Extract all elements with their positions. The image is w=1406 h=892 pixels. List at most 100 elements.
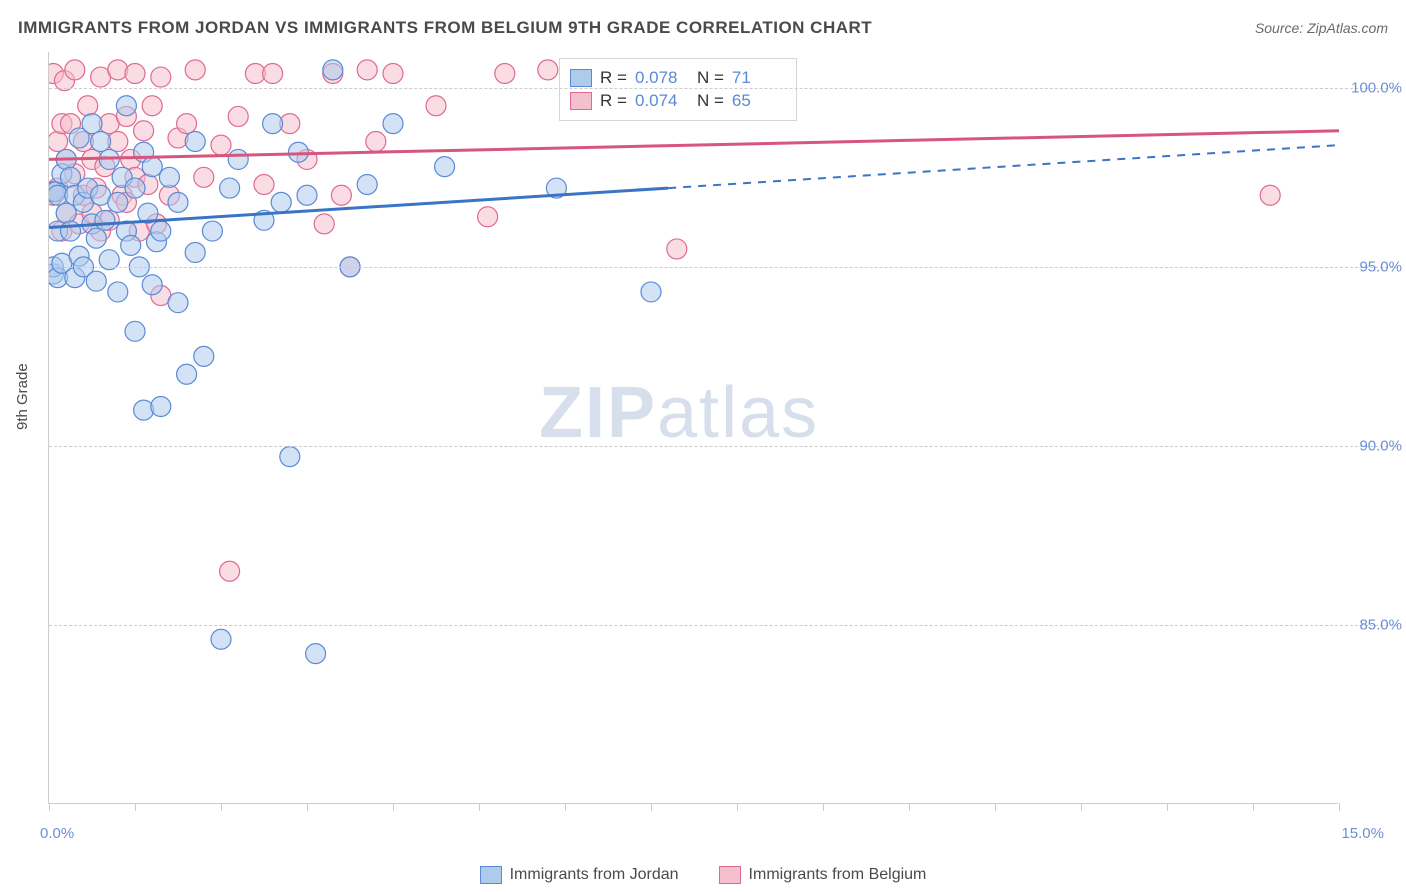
n-value-0: 71 bbox=[732, 68, 786, 88]
data-point bbox=[78, 96, 98, 116]
x-tick bbox=[393, 803, 394, 811]
data-point bbox=[151, 67, 171, 87]
data-point bbox=[116, 96, 136, 116]
legend-label-jordan: Immigrants from Jordan bbox=[510, 866, 679, 884]
data-point bbox=[641, 282, 661, 302]
chart-title: IMMIGRANTS FROM JORDAN VS IMMIGRANTS FRO… bbox=[18, 18, 872, 38]
trend-line-extrapolated bbox=[668, 145, 1339, 188]
data-point bbox=[194, 167, 214, 187]
data-point bbox=[366, 132, 386, 152]
x-tick bbox=[307, 803, 308, 811]
data-point bbox=[314, 214, 334, 234]
n-label: N = bbox=[697, 68, 724, 88]
data-point bbox=[667, 239, 687, 259]
data-point bbox=[478, 207, 498, 227]
data-point bbox=[108, 282, 128, 302]
data-point bbox=[263, 114, 283, 134]
x-tick bbox=[221, 803, 222, 811]
data-point bbox=[254, 174, 274, 194]
data-point bbox=[220, 178, 240, 198]
data-point bbox=[185, 60, 205, 80]
data-point bbox=[159, 167, 179, 187]
x-tick bbox=[1253, 803, 1254, 811]
data-point bbox=[202, 221, 222, 241]
x-tick bbox=[1167, 803, 1168, 811]
data-point bbox=[228, 149, 248, 169]
data-point bbox=[383, 63, 403, 83]
data-point bbox=[125, 63, 145, 83]
data-point bbox=[426, 96, 446, 116]
data-point bbox=[1260, 185, 1280, 205]
n-label: N = bbox=[697, 91, 724, 111]
data-point bbox=[121, 235, 141, 255]
x-tick bbox=[823, 803, 824, 811]
legend-swatch-jordan bbox=[480, 866, 502, 884]
x-end-label: 15.0% bbox=[1341, 825, 1384, 842]
stats-row-0: R = 0.078 N = 71 bbox=[570, 68, 786, 88]
data-point bbox=[177, 364, 197, 384]
data-point bbox=[263, 63, 283, 83]
scatter-plot-svg bbox=[49, 52, 1339, 804]
data-point bbox=[185, 243, 205, 263]
y-axis-title: 9th Grade bbox=[14, 363, 31, 430]
data-point bbox=[297, 185, 317, 205]
grid-line bbox=[49, 267, 1398, 268]
data-point bbox=[125, 321, 145, 341]
chart-area: ZIPatlas R = 0.078 N = 71 R = 0.074 N = … bbox=[48, 52, 1338, 804]
legend-item-jordan: Immigrants from Jordan bbox=[480, 866, 679, 884]
data-point bbox=[61, 221, 81, 241]
data-point bbox=[357, 174, 377, 194]
x-tick bbox=[565, 803, 566, 811]
y-tick-label: 90.0% bbox=[1359, 437, 1402, 454]
data-point bbox=[211, 135, 231, 155]
data-point bbox=[49, 132, 68, 152]
swatch-belgium bbox=[570, 92, 592, 110]
bottom-legend: Immigrants from Jordan Immigrants from B… bbox=[0, 866, 1406, 884]
data-point bbox=[383, 114, 403, 134]
data-point bbox=[86, 271, 106, 291]
data-point bbox=[86, 228, 106, 248]
x-tick bbox=[1081, 803, 1082, 811]
data-point bbox=[168, 293, 188, 313]
data-point bbox=[495, 63, 515, 83]
y-tick-label: 95.0% bbox=[1359, 258, 1402, 275]
data-point bbox=[168, 192, 188, 212]
source-label: Source: ZipAtlas.com bbox=[1255, 20, 1388, 36]
x-start-label: 0.0% bbox=[40, 825, 74, 842]
data-point bbox=[151, 221, 171, 241]
data-point bbox=[323, 60, 343, 80]
data-point bbox=[228, 106, 248, 126]
x-tick bbox=[651, 803, 652, 811]
data-point bbox=[194, 346, 214, 366]
x-tick bbox=[909, 803, 910, 811]
data-point bbox=[357, 60, 377, 80]
data-point bbox=[331, 185, 351, 205]
data-point bbox=[61, 167, 81, 187]
data-point bbox=[134, 400, 154, 420]
data-point bbox=[151, 397, 171, 417]
data-point bbox=[56, 203, 76, 223]
data-point bbox=[538, 60, 558, 80]
data-point bbox=[95, 210, 115, 230]
data-point bbox=[185, 132, 205, 152]
legend-swatch-belgium bbox=[719, 866, 741, 884]
grid-line bbox=[49, 446, 1398, 447]
data-point bbox=[125, 178, 145, 198]
data-point bbox=[91, 132, 111, 152]
data-point bbox=[108, 60, 128, 80]
data-point bbox=[142, 275, 162, 295]
data-point bbox=[435, 157, 455, 177]
stats-row-1: R = 0.074 N = 65 bbox=[570, 91, 786, 111]
data-point bbox=[177, 114, 197, 134]
x-tick bbox=[1339, 803, 1340, 811]
legend-label-belgium: Immigrants from Belgium bbox=[749, 866, 927, 884]
x-tick bbox=[135, 803, 136, 811]
data-point bbox=[134, 121, 154, 141]
data-point bbox=[82, 114, 102, 134]
data-point bbox=[280, 447, 300, 467]
trend-line bbox=[49, 131, 1339, 160]
r-value-0: 0.078 bbox=[635, 68, 689, 88]
data-point bbox=[220, 561, 240, 581]
data-point bbox=[142, 96, 162, 116]
legend-item-belgium: Immigrants from Belgium bbox=[719, 866, 927, 884]
